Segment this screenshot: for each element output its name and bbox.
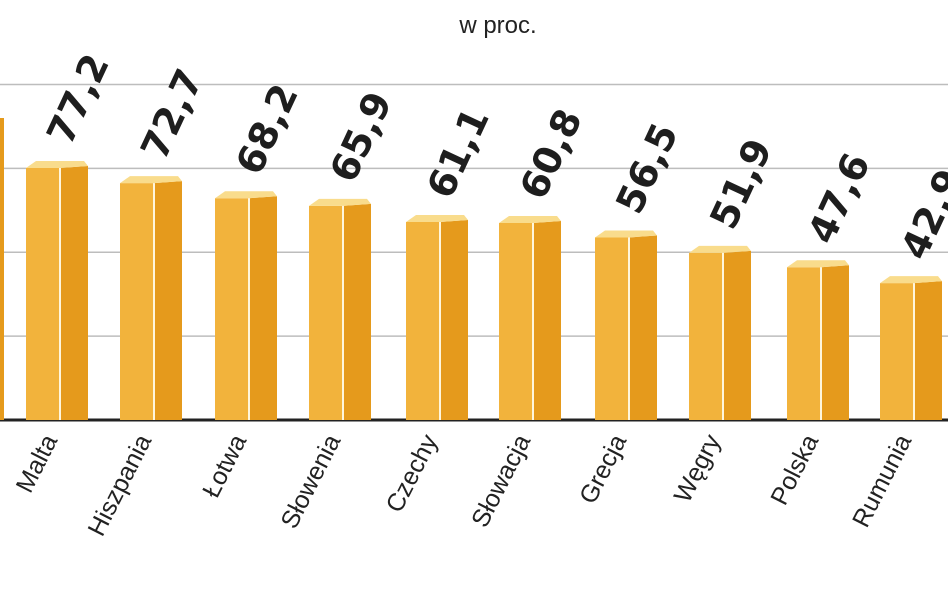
value-label-5: 60,8 [511,102,591,206]
bar-1 [120,176,182,420]
bar-top [787,260,849,268]
bar-partial-left [0,118,4,420]
value-label-7: 51,9 [701,132,781,236]
bar-side [533,221,561,420]
bar-top [595,230,657,238]
bar-side [723,250,751,420]
bar-side [343,203,371,420]
bar-top [309,198,371,206]
category-label-8: Polska [765,430,824,510]
value-label-1: 72,7 [132,62,212,166]
value-label-9: 42,9 [892,162,948,266]
bar-top [120,176,182,184]
bar-side [821,265,849,420]
value-label-3: 65,9 [321,85,401,189]
bar-6 [595,230,657,420]
value-label-8: 47,6 [799,147,879,251]
bar-9 [880,276,942,420]
value-label-0: 77,2 [38,47,118,151]
bar-front [26,167,60,420]
bar-8 [787,260,849,420]
bar-side [440,220,468,420]
bar-front [309,205,343,420]
bar-2 [215,191,277,420]
category-label-7: Węgry [669,430,727,508]
category-label-0: Malta [11,430,64,497]
bar-top [880,276,942,284]
category-label-4: Czechy [381,430,444,517]
bar-front [499,223,533,420]
chart-subtitle: w proc. [458,12,536,39]
bar-0 [26,160,88,420]
category-label-5: Słowacja [466,430,536,532]
category-label-9: Rumunia [847,430,917,532]
category-label-6: Grecja [574,430,632,508]
bar-front [215,198,249,420]
bar-side [60,165,88,420]
bar-front [787,267,821,420]
bar-top [499,216,561,224]
category-labels: Malta Hiszpania Łotwa Słowenia Czechy Słowacj… [11,430,918,541]
value-label-2: 68,2 [227,77,307,181]
bar-top [26,160,88,168]
bar-7 [689,245,751,420]
bar-top [689,245,751,253]
category-label-3: Słowenia [275,430,346,533]
bar-front [880,283,914,420]
bar-front [120,183,154,420]
bar-front [406,222,440,420]
bar-front [689,252,723,420]
category-label-1: Hiszpania [83,430,158,541]
bar-side [914,281,942,420]
category-label-2: Łotwa [197,430,252,502]
bar-side [154,181,182,420]
bar-3 [309,198,371,420]
bars [0,118,942,420]
bar-side [629,235,657,420]
bar-side [249,196,277,420]
bar-top [406,215,468,223]
bar-4 [406,215,468,420]
bar-front [595,237,629,420]
bar-5 [499,216,561,420]
bar-top [215,191,277,199]
value-label-4: 61,1 [418,101,498,205]
